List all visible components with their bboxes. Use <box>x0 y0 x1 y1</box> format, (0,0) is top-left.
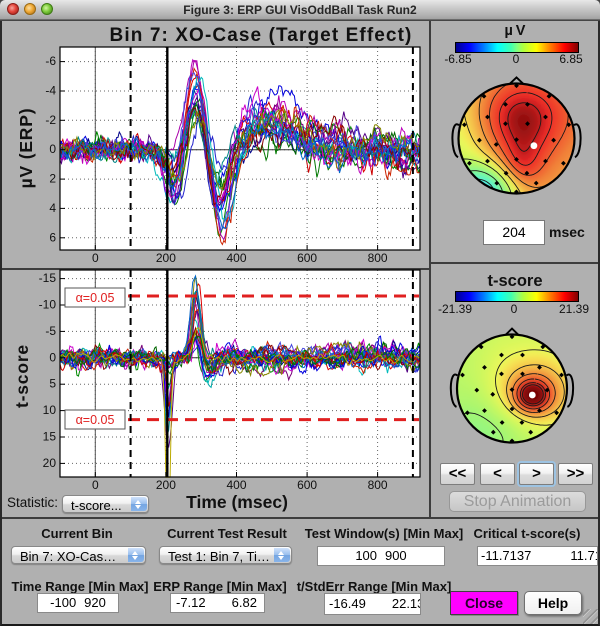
svg-text:-10: -10 <box>39 298 57 312</box>
svg-text:800: 800 <box>368 251 388 265</box>
svg-text:0: 0 <box>49 142 56 156</box>
svg-text:t-score: t-score <box>487 272 542 290</box>
svg-text:-2: -2 <box>45 113 56 127</box>
svg-text:0: 0 <box>92 478 99 492</box>
svg-text:200: 200 <box>156 251 176 265</box>
svg-text:600: 600 <box>297 251 317 265</box>
svg-text:5: 5 <box>49 377 56 391</box>
svg-text:-21.39: -21.39 <box>438 302 472 316</box>
svg-text:10: 10 <box>43 403 57 417</box>
svg-text:-6.85: -6.85 <box>444 52 472 66</box>
svg-text:t-score: t-score <box>12 344 32 408</box>
svg-text:200: 200 <box>156 478 176 492</box>
svg-text:4: 4 <box>49 201 56 215</box>
svg-text:6.85: 6.85 <box>559 52 583 66</box>
svg-text:15: 15 <box>43 430 57 444</box>
svg-text:µV (ERP): µV (ERP) <box>16 108 36 189</box>
svg-text:6: 6 <box>49 230 56 244</box>
svg-text:800: 800 <box>368 478 388 492</box>
svg-text:0: 0 <box>511 302 518 316</box>
svg-text:µ V: µ V <box>505 23 526 39</box>
svg-text:21.39: 21.39 <box>559 302 589 316</box>
svg-text:2: 2 <box>49 172 56 186</box>
svg-text:-15: -15 <box>39 271 57 285</box>
svg-text:0: 0 <box>49 350 56 364</box>
svg-text:400: 400 <box>226 478 246 492</box>
svg-text:0: 0 <box>513 52 520 66</box>
svg-text:-6: -6 <box>45 54 56 68</box>
svg-text:-5: -5 <box>45 324 56 338</box>
svg-text:α=0.05: α=0.05 <box>76 291 115 305</box>
svg-text:600: 600 <box>297 478 317 492</box>
svg-text:Time (msec): Time (msec) <box>186 492 288 512</box>
svg-text:-4: -4 <box>45 84 56 98</box>
svg-text:0: 0 <box>92 251 99 265</box>
svg-text:20: 20 <box>43 456 57 470</box>
svg-text:α=0.05: α=0.05 <box>76 413 115 427</box>
svg-text:Bin 7: XO-Case (Target Effect): Bin 7: XO-Case (Target Effect) <box>110 25 413 46</box>
svg-text:400: 400 <box>226 251 246 265</box>
